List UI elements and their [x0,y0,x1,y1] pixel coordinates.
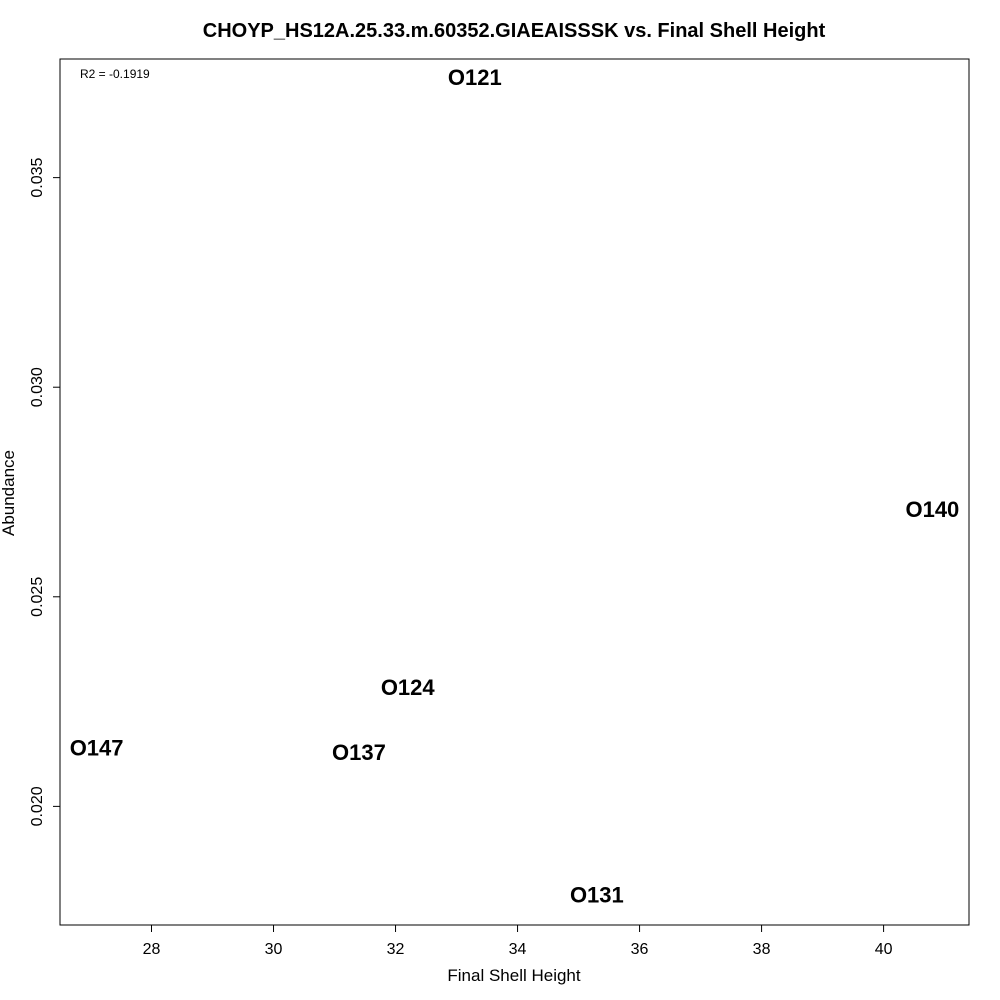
x-tick-label: 40 [875,941,893,958]
point-o124: O124 [381,675,436,700]
x-tick-label: 32 [387,941,405,958]
point-o121: O121 [448,65,502,90]
r2-annotation: R2 = -0.1919 [80,67,150,81]
x-tick-label: 36 [631,941,649,958]
point-o140: O140 [905,497,959,522]
y-tick-label: 0.030 [29,367,46,407]
y-tick-label: 0.025 [29,577,46,617]
x-axis: 28 30 32 34 36 38 40 [143,924,893,958]
x-tick-label: 28 [143,941,161,958]
y-tick-label: 0.035 [29,158,46,198]
x-tick-label: 38 [753,941,771,958]
y-axis: 0.020 0.025 0.030 0.035 [29,158,61,826]
point-o137: O137 [332,740,386,765]
y-tick-label: 0.020 [29,786,46,826]
chart-title: CHOYP_HS12A.25.33.m.60352.GIAEAISSSK vs.… [203,20,826,42]
point-labels: O121 O140 O124 O147 O137 O131 [70,65,960,907]
x-tick-label: 30 [265,941,283,958]
plot-frame [59,58,970,926]
x-tick-label: 34 [509,941,527,958]
point-o131: O131 [570,882,624,907]
y-axis-title: Abundance [0,450,18,536]
x-axis-title: Final Shell Height [447,966,581,985]
point-o147: O147 [70,736,124,761]
